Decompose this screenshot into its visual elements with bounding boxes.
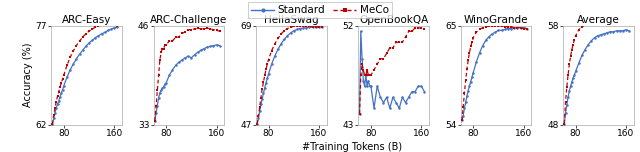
Title: WinoGrande: WinoGrande bbox=[464, 15, 528, 25]
Title: HellaSwag: HellaSwag bbox=[264, 15, 319, 25]
Y-axis label: Accuracy (%): Accuracy (%) bbox=[23, 43, 33, 107]
Text: #Training Tokens (B): #Training Tokens (B) bbox=[302, 142, 402, 152]
Title: ARC-Challenge: ARC-Challenge bbox=[150, 15, 227, 25]
Title: Average: Average bbox=[577, 15, 620, 25]
Legend: Standard, MeCo: Standard, MeCo bbox=[248, 2, 392, 18]
Title: ARC-Easy: ARC-Easy bbox=[62, 15, 111, 25]
Title: OpenBookQA: OpenBookQA bbox=[359, 15, 428, 25]
